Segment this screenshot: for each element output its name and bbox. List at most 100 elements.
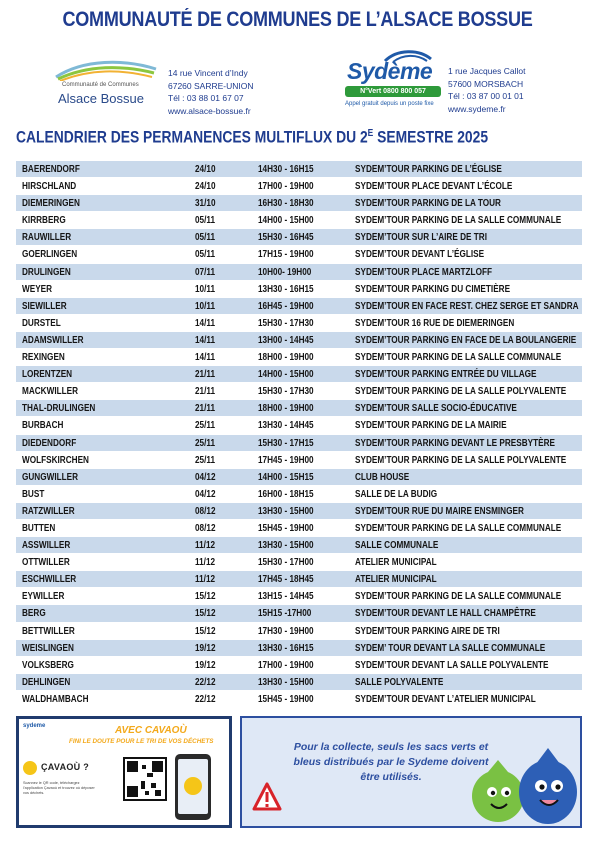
time-cell: 13H30 - 15H00	[258, 540, 314, 552]
cavaou-app-badge-icon	[184, 777, 202, 795]
sydeme-logo-name: Sydème	[347, 58, 433, 84]
time-cell: 15H45 - 19H00	[258, 693, 314, 705]
sydeme-address: 1 rue Jacques Callot 57600 MORSBACH Tél …	[448, 65, 526, 115]
date-cell: 24/10	[195, 164, 216, 175]
table-row: WEYER 10/11 13H30 - 16H15 SYDEM’TOUR PARKIN…	[16, 280, 582, 298]
date-cell: 07/11	[195, 266, 216, 278]
time-cell: 17H45 - 18H45	[258, 574, 314, 586]
qr-code-icon[interactable]	[123, 757, 167, 801]
town-cell: WEYER	[22, 283, 53, 295]
calendar-title-end: SEMESTRE 2025	[373, 128, 489, 147]
table-row: BUST 04/12 16H00 - 18H15 SALLE DE LA BUDIG	[16, 485, 582, 503]
place-cell: SYDEM’TOUR DEVANT LE HALL CHAMPÊTRE	[355, 608, 536, 620]
time-cell: 13H00 - 14H45	[258, 334, 314, 346]
cavaou-sydeme-logo: sydeme	[23, 723, 46, 729]
town-cell: MACKWILLER	[22, 386, 79, 398]
place-cell: SYDEM’TOUR DEVANT LA SALLE POLYVALENTE	[355, 659, 549, 671]
time-cell: 17H00 - 19H00	[258, 659, 314, 671]
table-row: VOLKSBERG 19/12 17H00 - 19H00 SYDEM’TOUR DE…	[16, 656, 582, 674]
date-cell: 10/11	[195, 283, 216, 295]
time-cell: 18H00 - 19H00	[258, 403, 314, 415]
table-row: GUNGWILLER 04/12 14H00 - 15H15 CLUB HOUSE	[16, 468, 582, 486]
calendar-title: CALENDRIER DES PERMANENCES MULTIFLUX DU …	[16, 128, 488, 148]
date-cell: 11/12	[195, 574, 216, 586]
table-row: ASSWILLER 11/12 13H30 - 15H00 SALLE COMMUNA…	[16, 537, 582, 555]
sydeme-phone: Tél : 03 87 00 01 01	[448, 91, 524, 101]
town-cell: KIRRBERG	[22, 215, 66, 227]
place-cell: SYDEM’TOUR PLACE MARTZLOFF	[355, 266, 492, 278]
table-row: HIRSCHLAND 24/10 17H00 - 19H00 SYDEM’TOUR P…	[16, 178, 582, 196]
time-cell: 15H30 - 17H00	[258, 557, 314, 569]
time-cell: 16H30 - 18H30	[258, 198, 314, 210]
table-row: KIRRBERG 05/11 14H00 - 15H00 SYDEM’TOUR PAR…	[16, 212, 582, 230]
town-cell: SIEWILLER	[22, 300, 67, 312]
town-cell: WEISLINGEN	[22, 642, 74, 654]
place-cell: SALLE COMMUNALE	[355, 540, 439, 552]
sydeme-arc-icon	[383, 50, 432, 63]
table-row: BAERENDORF 24/10 14H30 - 16H15 SYDEM’TOUR P…	[16, 161, 582, 179]
ccab-address-line: 14 rue Vincent d’Indy	[168, 68, 248, 78]
time-cell: 13H30 - 16H15	[258, 283, 314, 295]
place-cell: SYDEM’TOUR EN FACE REST. CHEZ SERGE ET S…	[355, 300, 579, 312]
table-row: ESCHWILLER 11/12 17H45 - 18H45 ATELIER MUNI…	[16, 571, 582, 589]
place-cell: SYDEM’TOUR PARKING DE LA SALLE COMMUNALE	[355, 522, 562, 534]
date-cell: 25/11	[195, 437, 216, 449]
ccab-phone: Tél : 03 88 01 67 07	[168, 93, 244, 103]
town-cell: DIEMERINGEN	[22, 198, 80, 210]
table-row: LORENTZEN 21/11 14H00 - 15H00 SYDEM’TOUR PA…	[16, 366, 582, 384]
place-cell: SYDEM’TOUR PARKING ENTRÉE DU VILLAGE	[355, 369, 537, 381]
town-cell: DRULINGEN	[22, 266, 71, 278]
place-cell: SYDEM’TOUR PARKING DE LA MAIRIE	[355, 420, 507, 432]
table-row: DIEDENDORF 25/11 15H30 - 17H15 SYDEM’TOUR P…	[16, 434, 582, 452]
place-cell: SYDEM’TOUR PLACE DEVANT L’ÉCOLE	[355, 181, 513, 193]
sydeme-address-line: 1 rue Jacques Callot	[448, 66, 526, 76]
table-row: OTTWILLER 11/12 15H30 - 17H00 ATELIER MUNIC…	[16, 554, 582, 572]
ccab-address-line: 67260 SARRE-UNION	[168, 80, 254, 91]
time-cell: 13H15 - 14H45	[258, 591, 314, 603]
town-cell: BUTTEN	[22, 522, 56, 534]
ccab-address: 14 rue Vincent d’Indy 67260 SARRE-UNION …	[168, 67, 254, 117]
time-cell: 13H30 - 16H15	[258, 642, 314, 654]
table-row: DEHLINGEN 22/12 13H30 - 15H00 SALLE POLYVAL…	[16, 673, 582, 691]
date-cell: 24/10	[195, 181, 216, 193]
date-cell: 15/12	[195, 625, 216, 637]
sydeme-address-line: 57600 MORSBACH	[448, 78, 524, 89]
time-cell: 14H00 - 15H15	[258, 471, 314, 483]
place-cell: SALLE DE LA BUDIG	[355, 488, 438, 500]
date-cell: 25/11	[195, 454, 216, 466]
time-cell: 10H00- 19H00	[258, 266, 312, 278]
date-cell: 21/11	[195, 386, 216, 398]
phone-screen	[178, 759, 208, 814]
table-row: BERG 15/12 15H15 -17H00 SYDEM’TOUR DEVANT L…	[16, 605, 582, 623]
town-cell: RATZWILLER	[22, 505, 75, 517]
date-cell: 05/11	[195, 232, 216, 244]
time-cell: 16H45 - 19H00	[258, 300, 314, 312]
town-cell: EYWILLER	[22, 591, 65, 603]
cavaou-panel-inner: sydeme AVEC CAVAOÙ FINI LE DOUTE POUR LE…	[19, 719, 229, 825]
date-cell: 08/12	[195, 522, 216, 534]
table-row: SIEWILLER 10/11 16H45 - 19H00 SYDEM’TOUR EN…	[16, 297, 582, 315]
place-cell: SYDEM’TOUR 16 RUE DE DIEMERINGEN	[355, 317, 515, 329]
place-cell: SYDEM’TOUR PARKING DE LA TOUR	[355, 198, 501, 210]
page-title: COMMUNAUTÉ DE COMMUNES DE L’ALSACE BOSSU…	[62, 8, 533, 31]
table-row: ADAMSWILLER 14/11 13H00 - 14H45 SYDEM’TOUR …	[16, 331, 582, 350]
time-cell: 15H30 - 16H45	[258, 232, 314, 244]
calendar-table: BAERENDORF 24/10 14H30 - 16H15 SYDEM’TOUR P…	[16, 161, 582, 708]
calendar-title-main: CALENDRIER DES PERMANENCES MULTIFLUX DU …	[16, 128, 368, 147]
date-cell: 22/12	[195, 676, 216, 688]
date-cell: 04/12	[195, 488, 216, 500]
place-cell: SYDEM’TOUR PARKING DE LA SALLE COMMUNALE	[355, 352, 562, 364]
date-cell: 21/11	[195, 403, 216, 415]
time-cell: 13H30 - 14H45	[258, 420, 314, 432]
date-cell: 08/12	[195, 505, 216, 517]
place-cell: CLUB HOUSE	[355, 471, 410, 483]
date-cell: 05/11	[195, 215, 216, 227]
town-cell: OTTWILLER	[22, 557, 70, 569]
time-cell: 14H00 - 15H00	[258, 369, 314, 381]
date-cell: 14/11	[195, 317, 216, 329]
date-cell: 11/12	[195, 557, 216, 569]
date-cell: 21/11	[195, 369, 216, 381]
sydeme-website: www.sydeme.fr	[448, 103, 506, 114]
town-cell: RAUWILLER	[22, 232, 72, 244]
place-cell: SYDEM’TOUR SUR L’AIRE DE TRI	[355, 232, 487, 244]
